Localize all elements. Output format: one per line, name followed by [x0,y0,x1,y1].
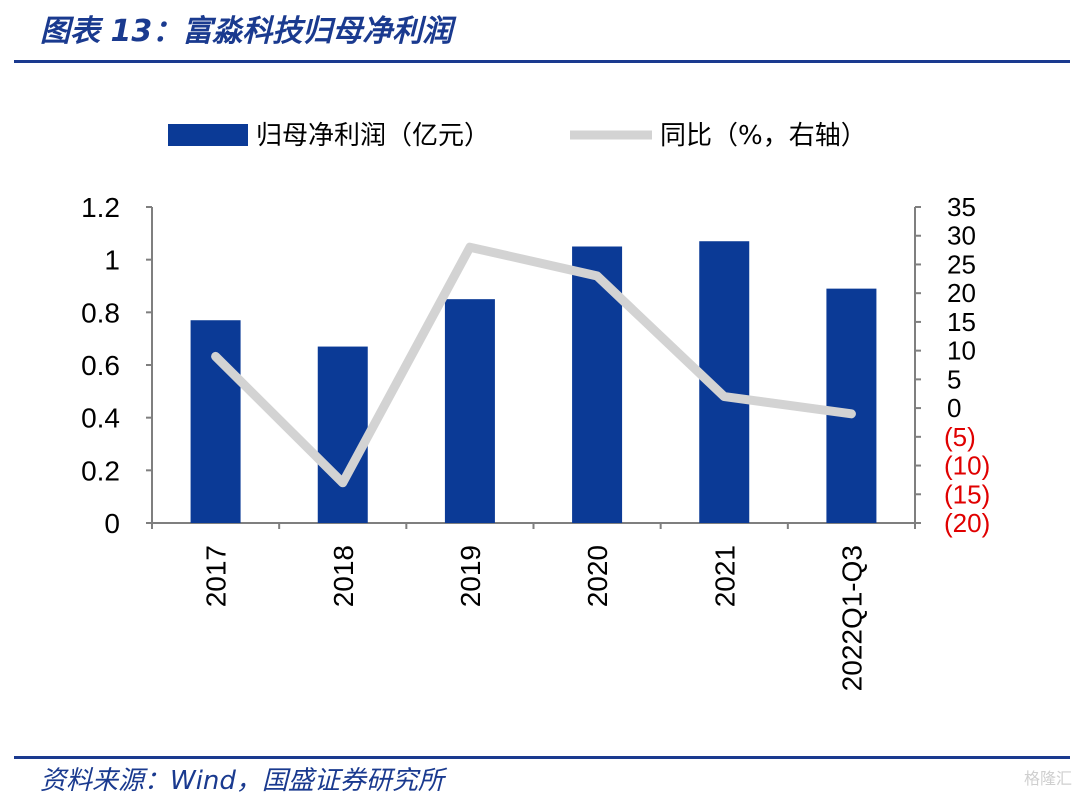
legend-line-label: 同比（%，右轴） [660,121,867,151]
left-tick-label: 0.8 [81,297,120,328]
yoy-line [215,247,851,483]
right-tick-label: 15 [947,307,976,337]
right-tick-label: 25 [947,249,976,279]
legend-bar-swatch [168,124,248,146]
left-tick-label: 0.6 [81,350,120,381]
left-axis-ticks: 0 0.2 0.4 0.6 0.8 1 1.2 [81,192,152,539]
category-label: 2022Q1-Q3 [836,545,867,691]
legend: 归母净利润（亿元） 同比（%，右轴） [168,121,867,151]
right-tick-label: 20 [947,278,976,308]
right-tick-label: 30 [947,221,976,251]
bar-2022Q1-Q3 [826,289,876,523]
left-tick-label: 0.4 [81,403,120,434]
bars [191,241,877,523]
category-label: 2018 [328,545,359,607]
category-label: 2019 [455,545,486,607]
right-tick-label: 0 [947,393,961,423]
legend-bar-label: 归母净利润（亿元） [256,121,490,151]
watermark: 格隆汇 [1024,765,1072,789]
category-label: 2020 [582,545,613,607]
left-tick-label: 1.2 [81,192,120,223]
right-tick-label: (10) [944,451,990,481]
right-tick-label: (15) [944,479,990,509]
category-label: 2017 [201,545,232,607]
bar-2019 [445,299,495,523]
bar-2018 [318,347,368,523]
footer-rule [14,756,1070,759]
axes [152,207,915,529]
right-tick-label: 5 [947,364,961,394]
right-tick-label: (5) [944,422,976,452]
yoy-polyline [216,247,852,483]
source-note: 资料来源：Wind，国盛证券研究所 [40,760,444,797]
right-tick-label: 10 [947,336,976,366]
left-tick-label: 1 [104,245,120,276]
bar-2017 [191,320,241,523]
category-labels: 2017 2018 2019 2020 2021 2022Q1-Q3 [201,545,868,691]
category-label: 2021 [709,545,740,607]
right-tick-label: 35 [947,192,976,222]
right-tick-label: (20) [944,508,990,538]
left-tick-label: 0 [104,508,120,539]
left-tick-label: 0.2 [81,455,120,486]
